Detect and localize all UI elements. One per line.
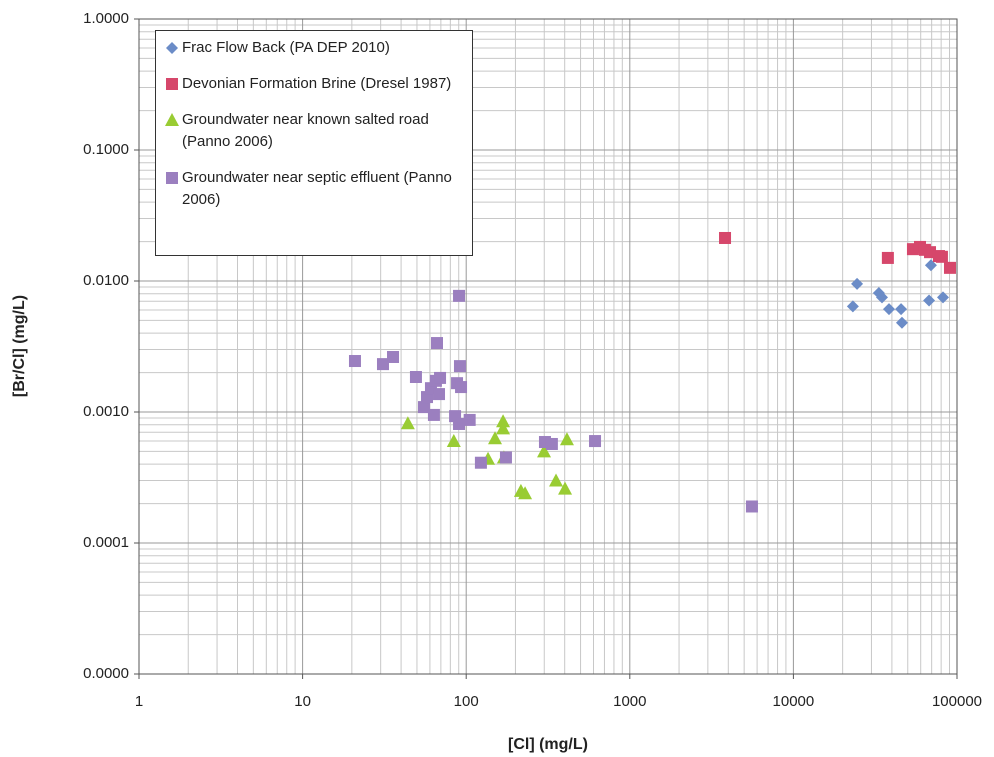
point (924, 259, 937, 272)
legend-icon (165, 113, 179, 126)
legend-label: Groundwater near septic effluent (Panno … (182, 169, 452, 208)
legend-marker (166, 78, 178, 90)
point (434, 371, 447, 384)
legend-marker (166, 172, 178, 184)
point (427, 408, 440, 421)
legend-label: Groundwater near known salted road (Pann… (182, 111, 429, 150)
point (496, 421, 511, 435)
point (936, 291, 949, 304)
legend-icon (166, 42, 178, 54)
point (474, 456, 487, 469)
point (455, 381, 468, 394)
point (499, 451, 512, 464)
point (518, 486, 533, 500)
legend: Frac Flow Back (PA DEP 2010) Devonian For… (155, 30, 473, 256)
point (430, 337, 443, 350)
point (935, 250, 948, 263)
legend-icon (166, 78, 178, 90)
point (558, 481, 573, 495)
point (387, 350, 400, 363)
point (881, 251, 894, 264)
x-tick-label: 10 (294, 693, 311, 710)
x-tick-label: 10000 (773, 693, 815, 710)
point (409, 371, 422, 384)
point (453, 417, 466, 430)
point (549, 473, 564, 487)
point (496, 414, 511, 428)
point (537, 444, 552, 458)
point (924, 246, 937, 259)
legend-icon (166, 172, 178, 184)
point (851, 277, 864, 290)
point (559, 432, 574, 446)
y-tick-label: 0.0001 (83, 534, 129, 551)
legend-entry: Devonian Formation Brine (Dresel 1987) (164, 73, 464, 95)
legend-entry: Frac Flow Back (PA DEP 2010) (164, 37, 464, 59)
point (882, 303, 895, 316)
point (376, 358, 389, 371)
point (719, 231, 732, 244)
y-tick-label: 1.0000 (83, 10, 129, 27)
point (895, 303, 908, 316)
y-axis-title: [Br/Cl] (mg/L) (11, 295, 28, 397)
x-tick-label: 1 (135, 693, 143, 710)
legend-entry: Groundwater near known salted road (Pann… (164, 109, 464, 153)
point (433, 388, 446, 401)
point (943, 261, 956, 274)
legend-label: Frac Flow Back (PA DEP 2010) (182, 39, 390, 56)
y-tick-label: 0.1000 (83, 141, 129, 158)
point (488, 431, 503, 445)
legend-entry: Groundwater near septic effluent (Panno … (164, 167, 464, 211)
point (348, 355, 361, 368)
plot-frame (138, 18, 958, 675)
point (463, 413, 476, 426)
x-tick-label: 100 (454, 693, 479, 710)
point (923, 294, 936, 307)
y-tick-label: 0.0000 (83, 665, 129, 682)
y-tick-label: 0.0100 (83, 272, 129, 289)
point (545, 437, 558, 450)
point (589, 435, 602, 448)
point (745, 500, 758, 513)
legend-marker (165, 113, 179, 126)
point (876, 291, 889, 304)
point (417, 401, 430, 414)
legend-label: Devonian Formation Brine (Dresel 1987) (182, 75, 452, 92)
point (453, 360, 466, 373)
point (846, 300, 859, 313)
x-tick-label: 100000 (932, 693, 982, 710)
point (453, 289, 466, 302)
point (400, 416, 415, 430)
point (895, 316, 908, 329)
y-tick-label: 0.0010 (83, 403, 129, 420)
point (446, 434, 461, 448)
x-tick-label: 1000 (613, 693, 646, 710)
x-axis-title: [Cl] (mg/L) (508, 736, 588, 753)
legend-marker (166, 42, 178, 54)
